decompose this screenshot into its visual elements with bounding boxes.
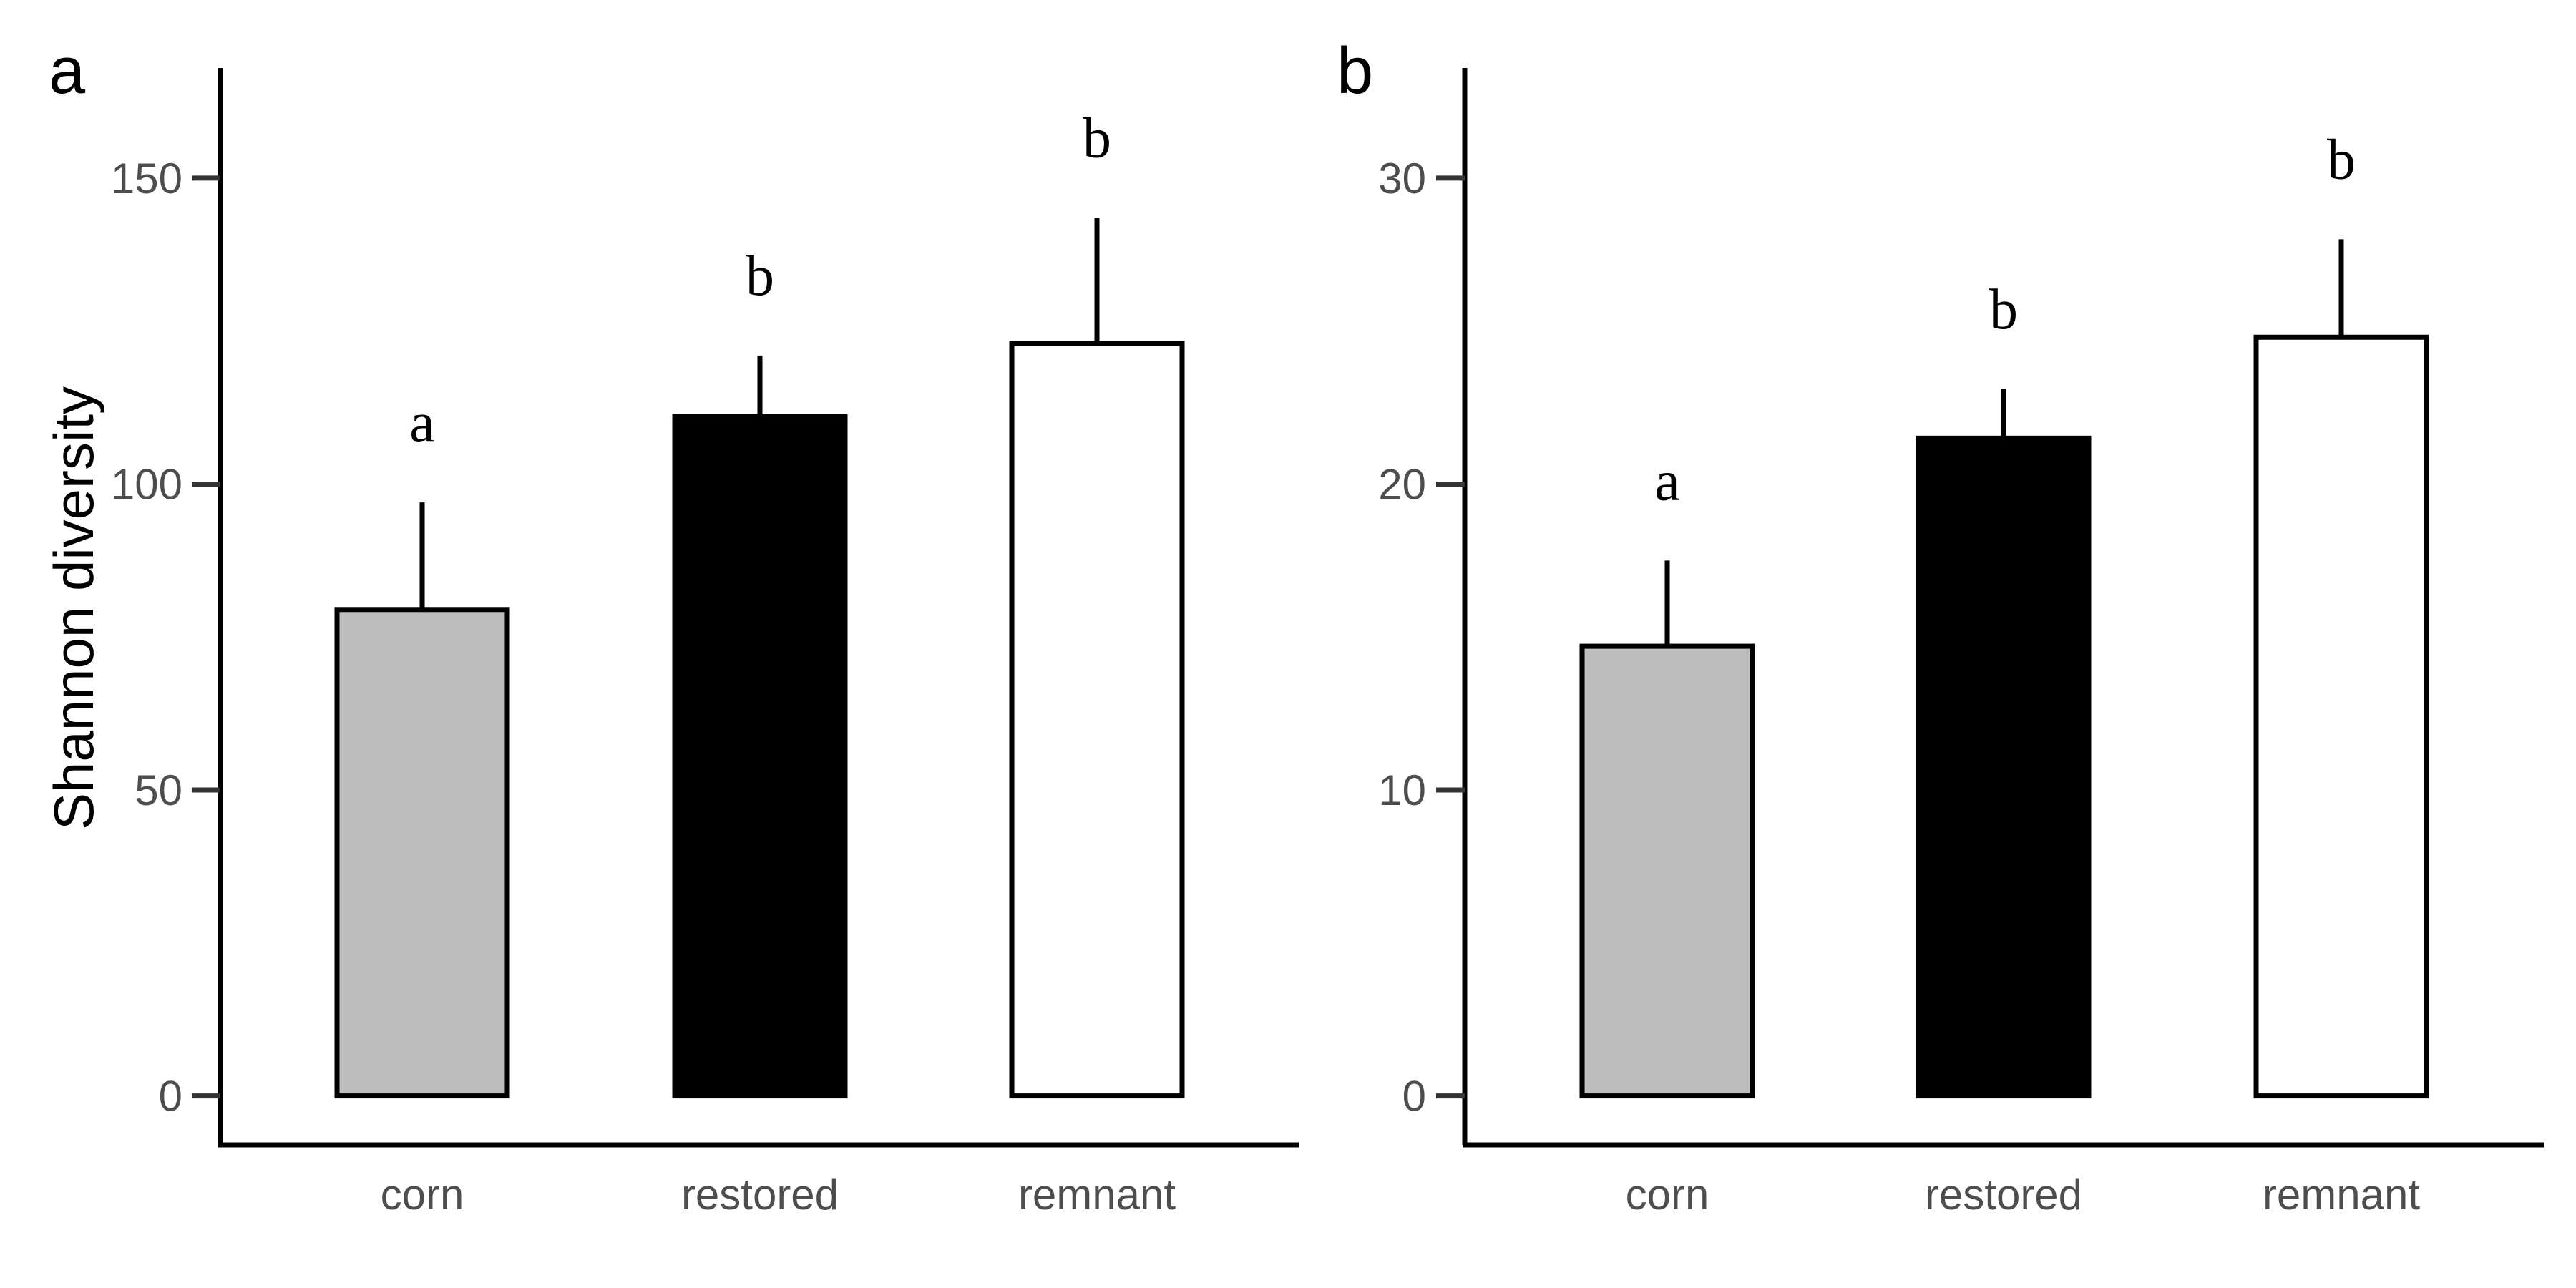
panel-b-letter: b bbox=[1337, 34, 1373, 107]
a-y-tick-label: 150 bbox=[111, 155, 182, 203]
a-y-tick-label: 0 bbox=[159, 1073, 182, 1121]
a-significance-label-corn: a bbox=[409, 391, 435, 454]
a-significance-label-restored: b bbox=[746, 245, 774, 308]
a-significance-label-remnant: b bbox=[1083, 107, 1111, 170]
a-category-label-restored: restored bbox=[681, 1171, 839, 1219]
panel-b: b 0 10 20 30 a corn b restored b remnant bbox=[1337, 34, 2544, 1219]
b-significance-label-restored: b bbox=[1989, 278, 2018, 341]
panel-a-y-axis-label: Shannon diversity bbox=[42, 386, 105, 830]
b-category-label-corn: corn bbox=[1626, 1171, 1709, 1219]
a-bar-restored bbox=[672, 414, 848, 1099]
panel-b-plot: 0 10 20 30 a corn b restored b remnant bbox=[1378, 68, 2544, 1219]
panel-a-plot: 0 50 100 150 a corn b restored b remnant bbox=[111, 68, 1299, 1219]
b-bar-corn bbox=[1579, 643, 1755, 1099]
b-bar-remnant bbox=[2253, 334, 2429, 1099]
b-y-tick-label: 20 bbox=[1378, 460, 1426, 508]
a-y-tick-label: 50 bbox=[135, 766, 182, 814]
panel-a: a Shannon diversity 0 50 100 150 a corn b resto… bbox=[42, 34, 1299, 1219]
a-bar-remnant bbox=[1009, 341, 1185, 1099]
b-significance-label-remnant: b bbox=[2327, 128, 2356, 191]
b-bar-restored bbox=[1916, 435, 2092, 1099]
b-category-label-remnant: remnant bbox=[2263, 1171, 2420, 1219]
b-significance-label-corn: a bbox=[1654, 449, 1680, 512]
b-y-tick-label: 0 bbox=[1402, 1073, 1426, 1121]
b-y-tick-label: 30 bbox=[1378, 155, 1426, 203]
b-category-label-restored: restored bbox=[1925, 1171, 2082, 1219]
a-bar-corn bbox=[334, 607, 510, 1099]
a-y-tick-label: 100 bbox=[111, 460, 182, 508]
panel-a-letter: a bbox=[49, 34, 86, 107]
a-category-label-remnant: remnant bbox=[1018, 1171, 1176, 1219]
a-category-label-corn: corn bbox=[381, 1171, 464, 1219]
b-y-tick-label: 10 bbox=[1378, 766, 1426, 814]
